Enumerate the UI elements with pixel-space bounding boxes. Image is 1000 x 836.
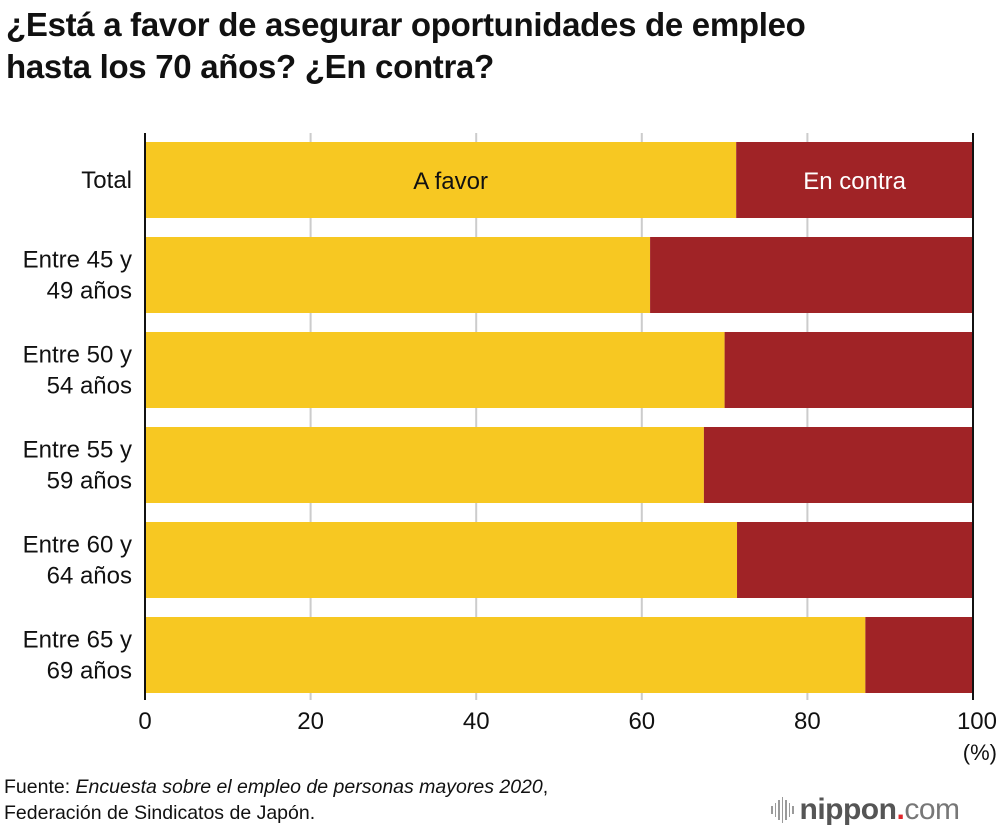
- category-label-3-line-1: 59 años: [47, 468, 132, 495]
- x-tick-label-100: 100: [957, 708, 997, 735]
- category-label-0-line-0: Total: [81, 167, 132, 194]
- bar-a-favor-3: [145, 427, 704, 503]
- title-line-2: hasta los 70 años? ¿En contra?: [6, 48, 494, 85]
- category-label-1-line-1: 49 años: [47, 278, 132, 305]
- nippon-logo: nippon.com: [771, 790, 960, 830]
- bar-en-contra-1: [650, 237, 973, 313]
- category-label-5-line-0: Entre 65 y: [23, 627, 132, 654]
- logo-sound-icon: [771, 797, 794, 823]
- labels: Total Entre 45 y 49 años Entre 50 y 54 años E…: [23, 167, 997, 765]
- bar-a-favor-2: [145, 332, 725, 408]
- series-label-en-contra: En contra: [803, 168, 906, 195]
- bar-a-favor-5: [145, 617, 866, 693]
- category-label-4-line-0: Entre 60 y: [23, 532, 132, 559]
- logo-text-nippon: nippon: [799, 793, 897, 826]
- bar-en-contra-2: [724, 332, 973, 408]
- x-tick-label-0: 0: [138, 708, 151, 735]
- source-suffix: ,: [542, 776, 549, 798]
- bar-a-favor-0: [145, 142, 737, 218]
- x-tick-label-80: 80: [794, 708, 821, 735]
- stacked-bar-chart: Total Entre 45 y 49 años Entre 50 y 54 años E…: [23, 133, 997, 765]
- category-label-5-line-1: 69 años: [47, 658, 132, 685]
- bar-a-favor-4: [145, 522, 738, 598]
- bar-en-contra-0: [736, 142, 973, 218]
- x-axis-unit: (%): [963, 740, 997, 765]
- category-label-2-line-0: Entre 50 y: [23, 342, 132, 369]
- bar-en-contra-5: [865, 617, 973, 693]
- category-label-1-line-0: Entre 45 y: [23, 247, 132, 274]
- logo-text-com: com: [904, 793, 960, 826]
- bars: [145, 142, 973, 693]
- bar-en-contra-3: [703, 427, 973, 503]
- category-label-3-line-0: Entre 55 y: [23, 437, 132, 464]
- x-tick-label-20: 20: [297, 708, 324, 735]
- title-line-1: ¿Está a favor de asegurar oportunidades …: [6, 6, 806, 43]
- axes: [144, 133, 974, 700]
- source-title: Encuesta sobre el empleo de personas may…: [75, 776, 543, 798]
- source-note: Fuente: Encuesta sobre el empleo de pers…: [4, 774, 548, 826]
- logo-dot: .: [896, 793, 905, 826]
- bar-a-favor-1: [145, 237, 651, 313]
- gridlines: [309, 133, 809, 700]
- source-prefix: Fuente:: [4, 776, 76, 798]
- category-label-4-line-1: 64 años: [47, 563, 132, 590]
- chart-title: ¿Está a favor de asegurar oportunidades …: [6, 4, 996, 88]
- series-label-a-favor: A favor: [413, 168, 488, 195]
- x-tick-label-60: 60: [628, 708, 655, 735]
- x-tick-label-40: 40: [463, 708, 490, 735]
- bar-en-contra-4: [737, 522, 973, 598]
- source-org: Federación de Sindicatos de Japón.: [4, 802, 316, 824]
- category-label-2-line-1: 54 años: [47, 373, 132, 400]
- logo-wordmark: nippon.com: [799, 793, 961, 827]
